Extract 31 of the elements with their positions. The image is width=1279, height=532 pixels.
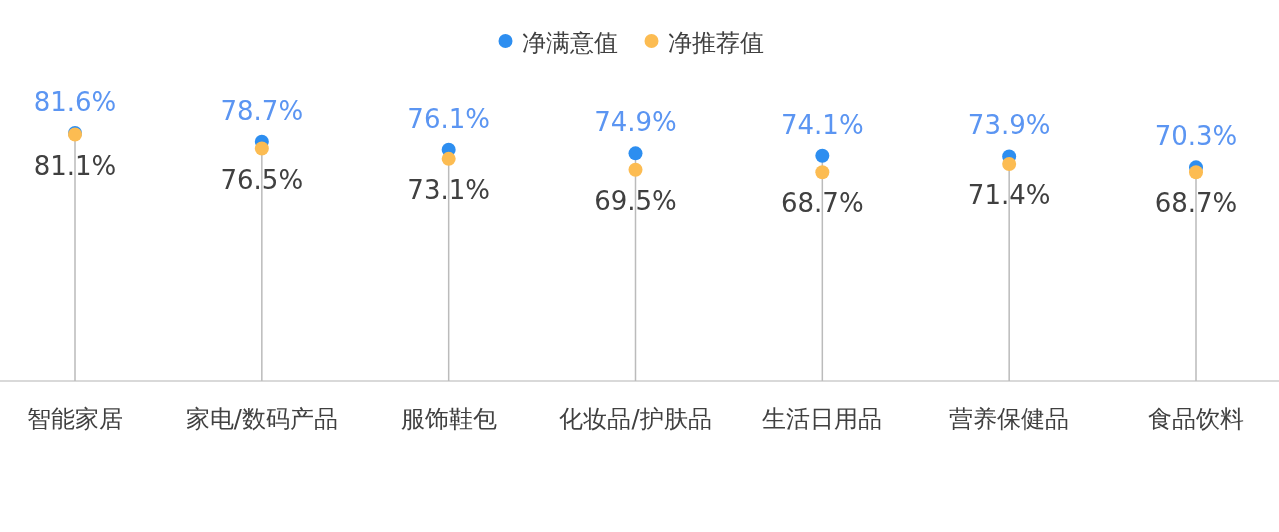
x-tick-label: 服饰鞋包 <box>400 405 497 433</box>
data-label: 70.3% <box>1154 121 1238 152</box>
legend-label: 净满意值 <box>521 29 618 57</box>
data-label: 74.9% <box>594 107 677 138</box>
x-tick-label: 食品饮料 <box>1148 405 1244 433</box>
x-tick-label: 化妆品/护肤品 <box>559 405 712 433</box>
data-label: 78.7% <box>220 95 304 126</box>
legend-label: 净推荐值 <box>667 29 764 57</box>
point <box>1189 165 1203 180</box>
data-label: 68.7% <box>1154 188 1238 219</box>
data-label: 76.1% <box>407 103 490 134</box>
point <box>815 148 830 163</box>
data-label: 73.9% <box>967 110 1051 141</box>
data-label: 71.4% <box>967 180 1051 210</box>
x-tick-label: 营养保健品 <box>949 405 1070 433</box>
point <box>441 151 456 166</box>
data-label: 76.5% <box>220 164 304 195</box>
x-tick-label: 生活日用品 <box>762 405 883 433</box>
point <box>1002 157 1017 171</box>
data-label: 81.1% <box>33 150 117 181</box>
point <box>815 165 830 180</box>
data-label: 74.1% <box>781 109 864 140</box>
x-tick-label: 家电/数码产品 <box>185 405 338 433</box>
point <box>628 162 643 177</box>
data-label: 68.7% <box>781 188 864 219</box>
point <box>254 141 269 156</box>
data-label: 73.1% <box>407 174 490 205</box>
x-tick-label: 智能家居 <box>27 405 123 433</box>
point <box>628 146 643 161</box>
data-label: 69.5% <box>594 185 677 216</box>
data-label: 81.6% <box>33 87 117 117</box>
